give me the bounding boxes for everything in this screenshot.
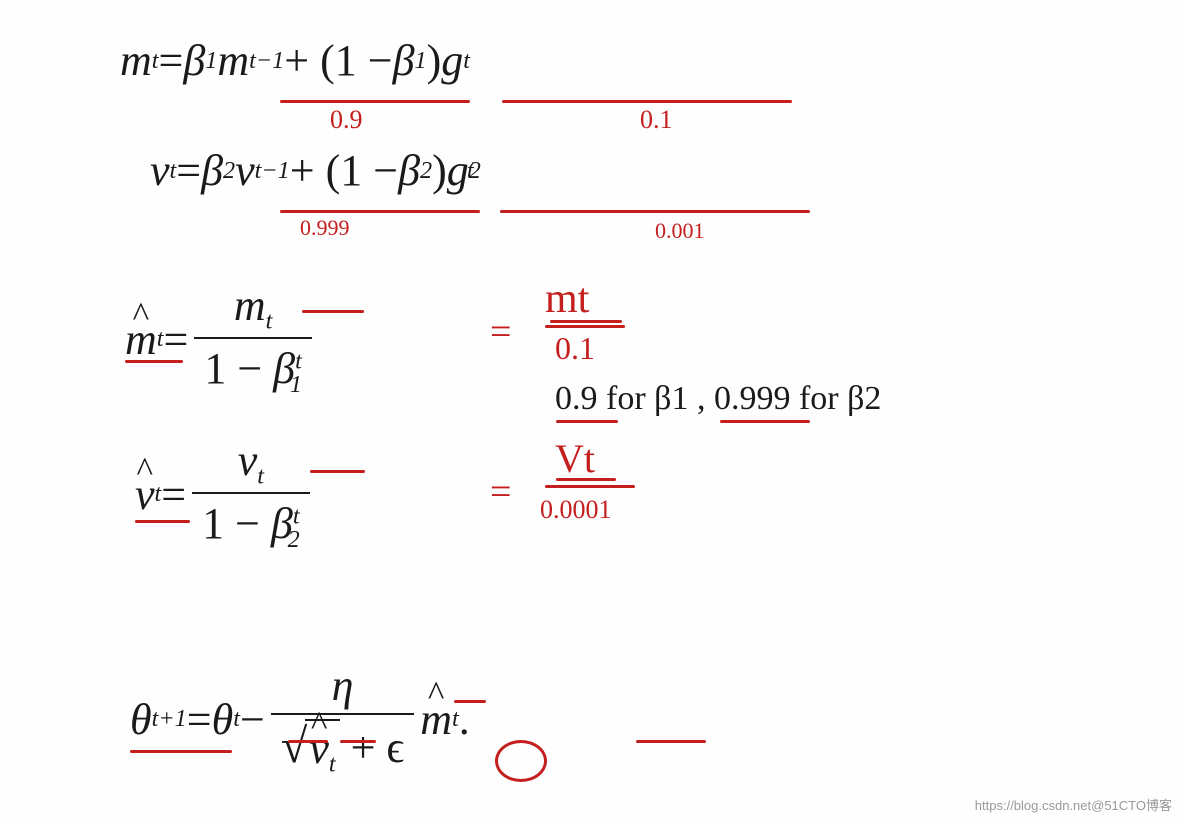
red-underline [556,478,616,481]
annotation-0.999: 0.999 [300,215,350,241]
red-underline [280,100,470,103]
red-underline [288,740,328,743]
red-underline [135,520,190,523]
annotation-eq3-equals: = [490,310,511,354]
annotation-eq3-num: mt [545,275,589,323]
var-m: m [120,35,152,86]
red-underline [130,750,232,753]
watermark: https://blog.csdn.net@51CTO博客 [975,795,1172,814]
red-underline [556,420,618,423]
red-underline [454,700,486,703]
equation-mhat: mt = mt 1 − βt1 [125,280,318,399]
circle-vhat [495,740,547,782]
red-underline [550,320,622,323]
annotation-0.001: 0.001 [655,218,705,244]
red-underline [340,740,376,743]
annotation-0.9: 0.9 [330,105,363,135]
annotation-0.1: 0.1 [640,105,673,135]
red-underline [502,100,792,103]
red-underline [500,210,810,213]
equation-vt: vt = β2 vt−1 + (1 − β2 ) g2t [150,145,474,196]
equation-mt: mt = β1 mt−1 + (1 − β1 ) gt [120,35,470,86]
equation-vhat: vt = vt 1 − βt2 [135,435,316,554]
red-underline [636,740,706,743]
annotation-eq3-den: 0.1 [555,330,595,367]
red-underline [310,470,365,473]
equation-theta-update: θt+1 = θt − η √vt + ϵ mt. [130,660,470,778]
red-underline [280,210,480,213]
hyperparameter-note: 0.9 for β1 , 0.999 for β2 [555,380,881,418]
red-underline [720,420,810,423]
annotation-eq4-equals: = [490,470,511,514]
annotation-eq4-num: Vt [555,435,595,482]
red-underline [302,310,364,313]
red-underline [125,360,183,363]
annotation-eq4-den: 0.0001 [540,495,612,525]
